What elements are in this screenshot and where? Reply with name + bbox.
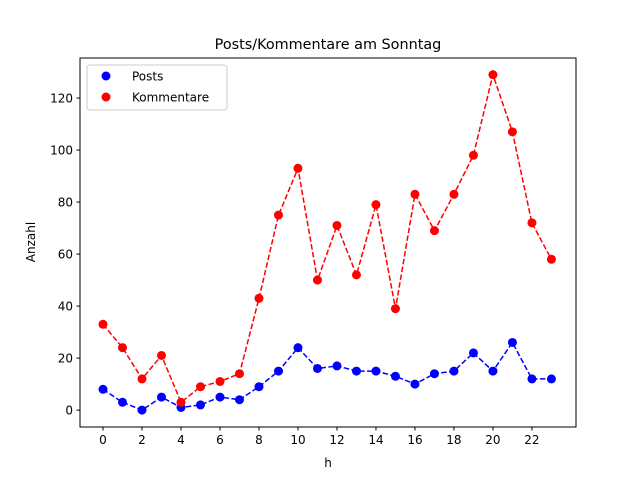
legend-box: [86, 64, 228, 111]
legend-label-posts: Posts: [132, 70, 163, 84]
data-point-posts: [254, 382, 264, 392]
x-tick-label: 14: [368, 433, 383, 447]
data-point-posts: [215, 392, 225, 402]
data-point-posts: [273, 366, 283, 376]
x-tick-label: 22: [524, 433, 539, 447]
x-tick-label: 12: [329, 433, 344, 447]
x-tick-label: 6: [216, 433, 224, 447]
data-point-posts: [332, 361, 342, 371]
series-line-kommentare: [102, 71, 553, 404]
chart-title: Posts/Kommentare am Sonntag: [215, 37, 442, 53]
data-point-kommentare: [176, 397, 186, 407]
data-point-posts: [429, 369, 439, 379]
x-axis-label: h: [324, 456, 332, 470]
data-point-posts: [118, 397, 128, 407]
data-point-kommentare: [371, 200, 381, 210]
x-tick-label: 16: [407, 433, 422, 447]
y-tick-label: 100: [50, 143, 73, 157]
data-point-kommentare: [195, 382, 205, 392]
data-point-posts: [390, 371, 400, 381]
data-point-posts: [449, 366, 459, 376]
data-point-posts: [195, 400, 205, 410]
legend-marker-posts: [101, 71, 111, 81]
y-axis-label: Anzahl: [24, 222, 38, 262]
x-tick-label: 0: [99, 433, 107, 447]
data-point-posts: [98, 384, 108, 394]
data-point-posts: [507, 337, 517, 347]
data-point-posts: [137, 405, 147, 415]
data-point-posts: [312, 363, 322, 373]
data-point-kommentare: [254, 293, 264, 303]
data-point-posts: [293, 343, 303, 353]
plot-frame: [79, 57, 577, 428]
x-tick-label: 2: [138, 433, 146, 447]
data-point-posts: [234, 395, 244, 405]
y-tick-label: 60: [58, 247, 73, 261]
data-point-posts: [371, 366, 381, 376]
legend-label-kommentare: Kommentare: [132, 91, 209, 105]
data-point-kommentare: [351, 270, 361, 280]
x-tick-label: 18: [446, 433, 461, 447]
data-point-posts: [488, 366, 498, 376]
data-point-kommentare: [507, 127, 517, 137]
data-point-kommentare: [312, 275, 322, 285]
data-point-kommentare: [293, 163, 303, 173]
data-point-posts: [351, 366, 361, 376]
data-point-kommentare: [137, 374, 147, 384]
data-point-kommentare: [546, 254, 556, 264]
data-point-kommentare: [429, 226, 439, 236]
data-point-kommentare: [390, 304, 400, 314]
data-point-kommentare: [488, 70, 498, 80]
data-point-kommentare: [332, 220, 342, 230]
y-tick-label: 40: [58, 299, 73, 313]
data-point-posts: [546, 374, 556, 384]
data-point-posts: [527, 374, 537, 384]
data-point-kommentare: [449, 189, 459, 199]
data-point-posts: [156, 392, 166, 402]
y-tick-label: 20: [58, 351, 73, 365]
x-tick-label: 8: [255, 433, 263, 447]
y-tick-label: 120: [50, 91, 73, 105]
x-tick-label: 10: [290, 433, 305, 447]
data-point-posts: [410, 379, 420, 389]
data-point-kommentare: [527, 218, 537, 228]
x-tick-label: 4: [177, 433, 185, 447]
legend-marker-kommentare: [101, 92, 111, 102]
data-point-kommentare: [468, 150, 478, 160]
data-point-kommentare: [98, 319, 108, 329]
data-point-kommentare: [410, 189, 420, 199]
data-point-kommentare: [273, 210, 283, 220]
x-tick-label: 20: [485, 433, 500, 447]
data-point-posts: [468, 348, 478, 358]
data-point-kommentare: [234, 369, 244, 379]
legend: Posts Kommentare: [86, 64, 228, 111]
data-point-kommentare: [118, 343, 128, 353]
y-tick-label: 0: [65, 403, 73, 417]
data-point-kommentare: [156, 350, 166, 360]
y-tick-label: 80: [58, 195, 73, 209]
data-point-kommentare: [215, 376, 225, 386]
